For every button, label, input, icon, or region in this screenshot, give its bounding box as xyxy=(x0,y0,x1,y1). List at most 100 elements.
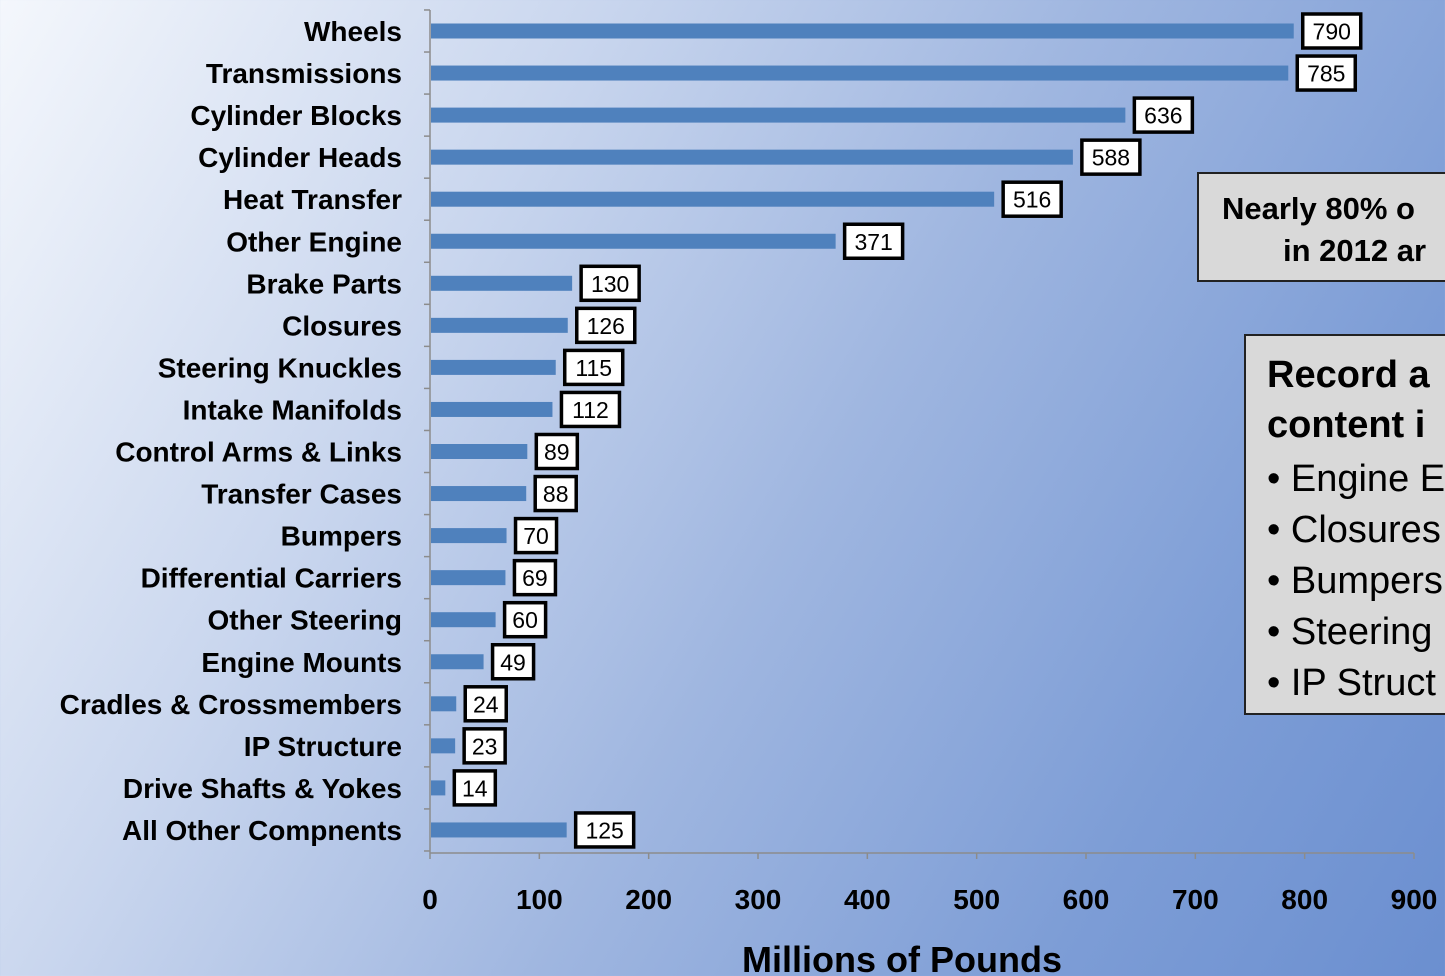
data-label-box xyxy=(452,769,498,807)
category-label: Wheels xyxy=(304,16,402,47)
x-tick-label: 100 xyxy=(516,884,563,915)
bar xyxy=(431,359,556,375)
bar xyxy=(431,233,836,249)
category-label: Closures xyxy=(282,310,402,341)
data-label-value: 49 xyxy=(500,649,526,675)
data-label: 49 xyxy=(490,643,536,681)
data-label-box xyxy=(1080,138,1142,176)
category-labels: Wheels Transmissions Cylinder Blocks Cylind… xyxy=(60,16,402,846)
bar xyxy=(431,275,573,291)
record-content-callout: Record a content i Engine E Closures Bum… xyxy=(1244,334,1445,715)
summary-callout-line-1: Nearly 80% o xyxy=(1222,191,1415,226)
data-label: 23 xyxy=(462,727,507,765)
data-label-box xyxy=(842,222,905,260)
category-label: Transmissions xyxy=(206,58,402,89)
category-label: Control Arms & Links xyxy=(115,437,402,468)
data-label-value: 23 xyxy=(472,733,498,759)
bar xyxy=(431,401,553,417)
x-tick-label: 800 xyxy=(1281,884,1328,915)
chart-bars xyxy=(431,23,1294,838)
category-label: Differential Carriers xyxy=(141,563,402,594)
x-tick-label: 900 xyxy=(1391,884,1438,915)
data-label-value: 636 xyxy=(1144,103,1182,129)
data-label-value: 115 xyxy=(575,355,612,381)
bar xyxy=(431,317,568,333)
data-label: 785 xyxy=(1295,54,1358,92)
bar xyxy=(431,65,1289,81)
data-label: 70 xyxy=(513,516,559,555)
bar xyxy=(431,696,457,712)
data-label: 125 xyxy=(573,811,636,849)
category-label: IP Structure xyxy=(244,731,402,762)
data-label-value: 588 xyxy=(1092,145,1130,171)
data-label-box xyxy=(573,811,636,849)
data-label-value: 14 xyxy=(462,775,488,801)
data-label-box xyxy=(534,432,580,471)
category-label: Steering Knuckles xyxy=(158,352,402,383)
x-tick-label: 200 xyxy=(625,884,672,915)
data-label-value: 89 xyxy=(544,439,570,465)
data-label: 588 xyxy=(1080,138,1142,176)
x-tick-label: 600 xyxy=(1063,884,1110,915)
bar xyxy=(431,612,496,628)
data-label-value: 88 xyxy=(543,481,569,507)
bar xyxy=(431,654,484,670)
data-label-value: 371 xyxy=(854,229,892,255)
x-tick-label: 0 xyxy=(422,884,438,915)
x-axis-title: Millions of Pounds xyxy=(742,939,1062,976)
data-label: 14 xyxy=(452,769,498,807)
category-label: Heat Transfer xyxy=(223,184,402,215)
data-label-value: 60 xyxy=(512,607,538,633)
bar xyxy=(431,528,507,544)
data-label-value: 130 xyxy=(591,271,629,297)
data-label-box xyxy=(562,348,625,387)
bar xyxy=(431,738,456,754)
data-label-box xyxy=(575,306,637,345)
data-label-box xyxy=(513,516,559,555)
data-label-box xyxy=(462,727,507,765)
data-label-box xyxy=(502,600,548,639)
data-label-box xyxy=(1295,54,1358,92)
data-label-box xyxy=(1300,12,1363,50)
data-label: 790 xyxy=(1300,12,1363,50)
data-label-value: 125 xyxy=(585,817,623,843)
data-label-box xyxy=(1132,96,1195,134)
category-label: Intake Manifolds xyxy=(183,394,402,425)
summary-callout-line-2: in 2012 ar xyxy=(1283,233,1427,268)
x-tick-label: 400 xyxy=(844,884,891,915)
data-label-value: 516 xyxy=(1013,187,1051,213)
bar xyxy=(431,191,995,207)
category-label: Cylinder Heads xyxy=(198,142,402,173)
bar xyxy=(431,444,528,459)
data-label: 126 xyxy=(575,306,637,345)
x-tick-label: 500 xyxy=(953,884,1000,915)
category-label: Brake Parts xyxy=(246,268,402,299)
data-label-value: 790 xyxy=(1313,19,1351,45)
data-label-box xyxy=(490,643,536,681)
data-label-value: 785 xyxy=(1307,61,1345,87)
bar xyxy=(431,149,1073,165)
data-label-value: 126 xyxy=(587,313,625,339)
x-tick-labels: 0 100 200 300 400 500 600 700 800 900 xyxy=(422,884,1437,915)
x-tick-label: 700 xyxy=(1172,884,1219,915)
data-label-box xyxy=(512,558,558,597)
category-label: All Other Compnents xyxy=(122,815,402,846)
record-callout-heading-2: content i xyxy=(1267,404,1426,446)
bar xyxy=(431,780,446,796)
data-label: 516 xyxy=(1001,180,1063,218)
bar xyxy=(431,570,506,586)
data-label: 60 xyxy=(502,600,548,639)
data-label-value: 24 xyxy=(473,691,499,717)
category-label: Other Steering xyxy=(208,605,402,636)
category-label: Cylinder Blocks xyxy=(190,100,402,131)
data-label: 636 xyxy=(1132,96,1195,134)
data-label-value: 112 xyxy=(572,397,609,423)
data-label: 88 xyxy=(533,474,578,513)
category-label: Cradles & Crossmembers xyxy=(60,689,402,720)
category-label: Other Engine xyxy=(226,226,402,257)
data-label: 115 xyxy=(562,348,625,387)
category-label: Transfer Cases xyxy=(201,479,402,510)
record-callout-item: Closures xyxy=(1267,505,1445,556)
